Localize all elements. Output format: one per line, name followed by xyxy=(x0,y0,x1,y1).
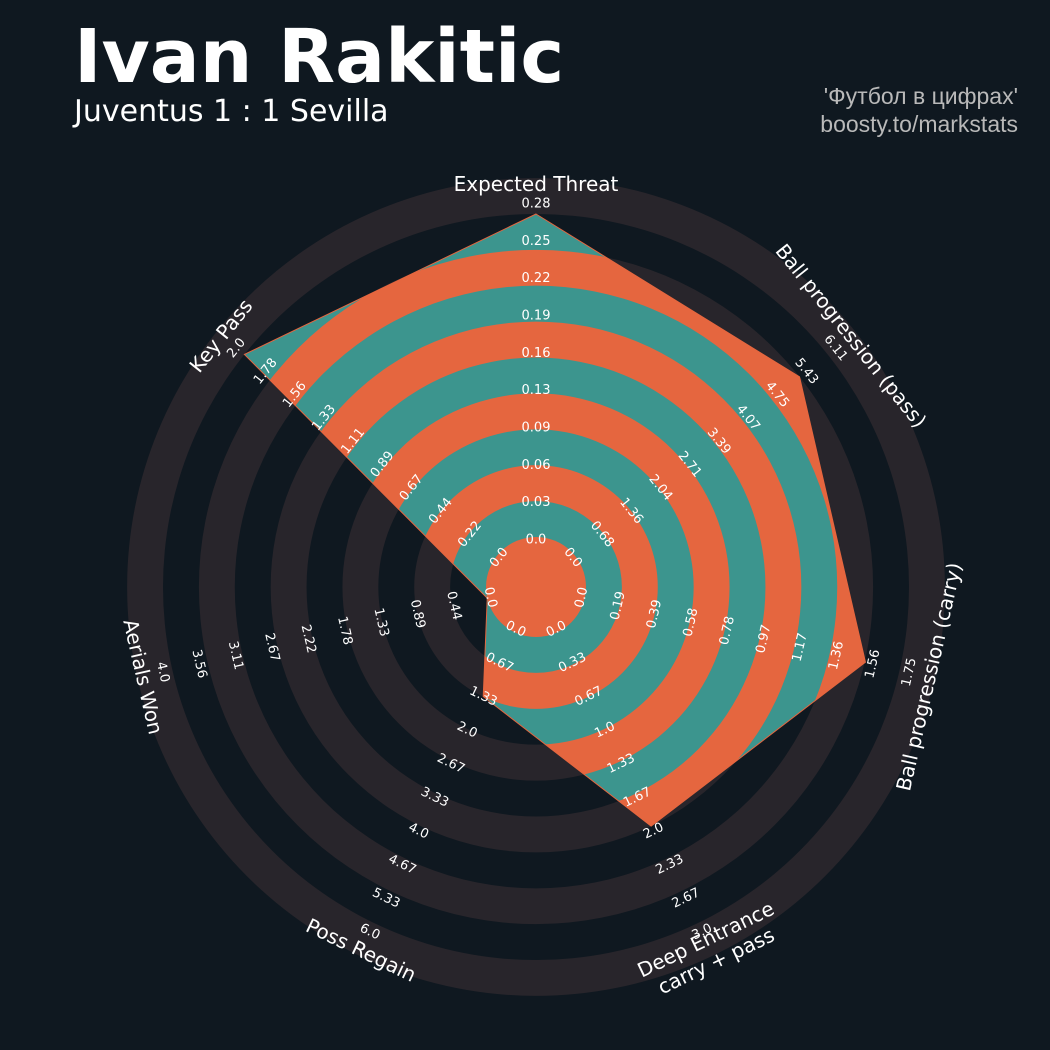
tick-label: 1.78 xyxy=(334,615,355,647)
tick-label: 0.09 xyxy=(522,421,551,436)
axis-label: Deep Entrancecarry + pass xyxy=(633,896,788,1004)
tick-label: 0.0 xyxy=(572,586,591,610)
tick-label: 1.17 xyxy=(790,632,811,664)
tick-label: 1.36 xyxy=(826,640,847,672)
chart-subtitle: Juventus 1 : 1 Sevilla xyxy=(74,94,389,129)
tick-label: 1.75 xyxy=(899,656,920,688)
credit-block: 'Футбол в цифрах' boosty.to/markstats xyxy=(820,82,1018,138)
tick-label: 4.0 xyxy=(153,660,172,684)
tick-label: 0.03 xyxy=(522,495,551,510)
tick-label: 0.0 xyxy=(481,586,500,610)
tick-label: 0.19 xyxy=(522,309,551,324)
tick-label: 0.39 xyxy=(644,598,665,630)
tick-label: 3.11 xyxy=(225,640,246,672)
radar-center-disc xyxy=(486,537,586,637)
chart-title: Ivan Rakitic xyxy=(74,14,565,100)
tick-label: 0.78 xyxy=(717,615,738,647)
tick-label: 0.06 xyxy=(522,458,551,473)
tick-label: 0.97 xyxy=(753,623,774,655)
credit-line-2: boosty.to/markstats xyxy=(820,111,1018,137)
tick-label: 0.22 xyxy=(522,271,551,286)
tick-label: 1.56 xyxy=(862,648,883,680)
tick-label: 0.58 xyxy=(680,607,701,639)
tick-label: 0.16 xyxy=(522,346,551,361)
axis-label: Expected Threat xyxy=(454,172,619,196)
tick-label: 0.28 xyxy=(522,197,551,212)
tick-label: 0.13 xyxy=(522,383,551,398)
tick-label: 0.19 xyxy=(608,590,629,622)
tick-label: 0.44 xyxy=(443,590,464,622)
tick-label: 1.33 xyxy=(370,607,391,639)
tick-label: 2.67 xyxy=(261,632,282,664)
credit-line-1: 'Футбол в цифрах' xyxy=(823,83,1018,109)
tick-label: 0.25 xyxy=(522,234,551,249)
tick-label: 2.22 xyxy=(298,623,319,655)
tick-label: 0.0 xyxy=(526,533,547,548)
tick-label: 0.89 xyxy=(407,598,428,630)
radar-polygon-outline xyxy=(243,213,867,827)
tick-label: 3.56 xyxy=(188,648,209,680)
